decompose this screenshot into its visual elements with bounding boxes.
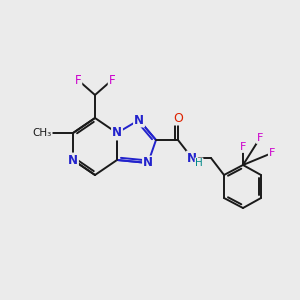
Text: N: N — [143, 157, 153, 169]
Text: N: N — [187, 152, 197, 164]
Text: F: F — [269, 148, 275, 158]
Text: F: F — [75, 74, 81, 86]
Text: N: N — [112, 127, 122, 140]
Text: N: N — [68, 154, 78, 166]
Text: F: F — [109, 74, 115, 86]
Text: F: F — [257, 133, 263, 143]
Text: F: F — [240, 142, 246, 152]
Text: H: H — [195, 158, 203, 168]
Text: CH₃: CH₃ — [33, 128, 52, 138]
Text: N: N — [134, 113, 144, 127]
Text: O: O — [173, 112, 183, 124]
